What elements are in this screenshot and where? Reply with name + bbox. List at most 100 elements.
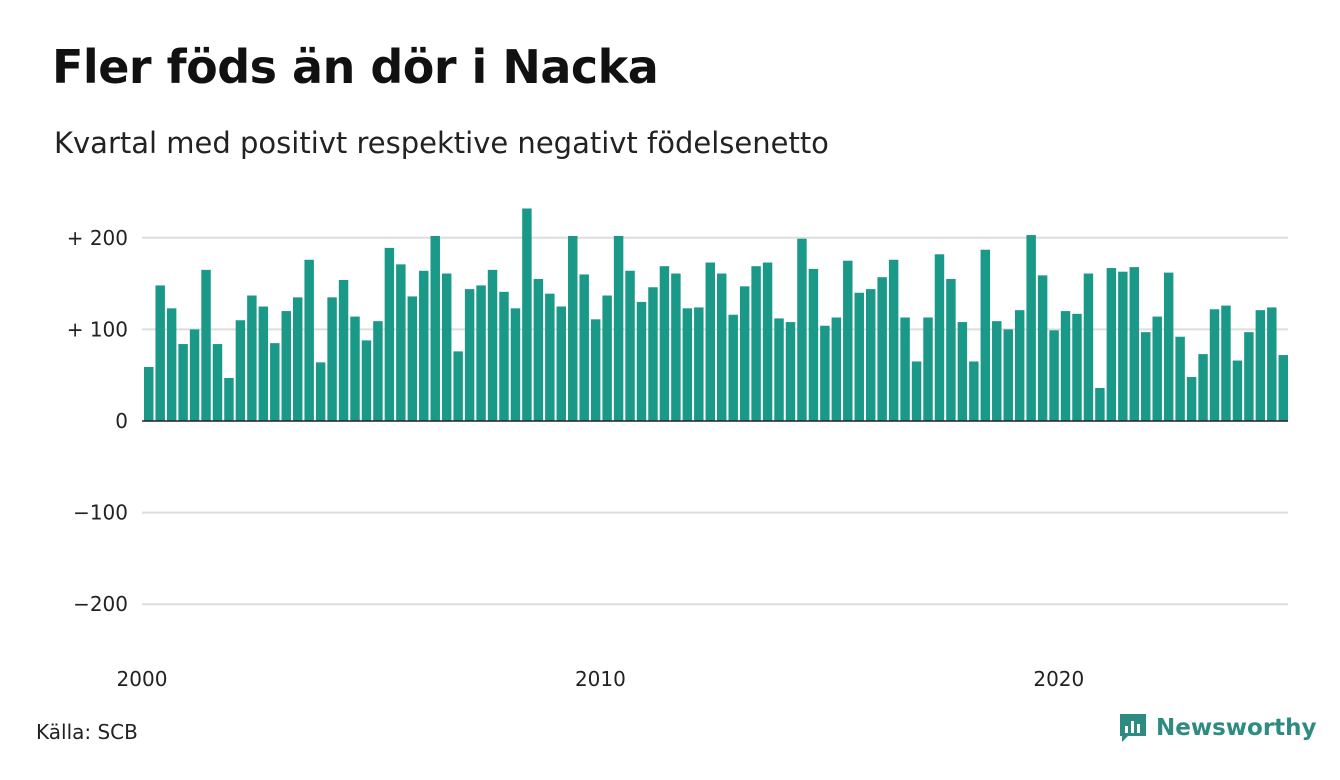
bar — [613, 235, 624, 421]
bar — [1060, 311, 1071, 421]
bar — [373, 321, 383, 421]
bar — [235, 320, 246, 421]
bar — [774, 318, 784, 421]
bar — [430, 235, 440, 421]
bar — [499, 291, 509, 421]
bar — [911, 361, 922, 421]
bar — [888, 259, 899, 421]
bar — [717, 273, 727, 421]
bar — [487, 269, 498, 421]
bar — [396, 264, 406, 421]
bar — [441, 273, 452, 421]
bar — [178, 344, 188, 421]
bar — [762, 262, 773, 421]
bar — [728, 314, 738, 421]
bar — [1209, 309, 1220, 421]
grid-lines — [142, 236, 1288, 606]
x-tick-label: 2020 — [1033, 667, 1084, 691]
y-tick-label: + 200 — [67, 226, 128, 250]
bar — [545, 293, 555, 421]
bar — [854, 292, 864, 421]
bar — [1163, 272, 1174, 421]
bar — [568, 235, 578, 421]
bar — [1026, 235, 1036, 421]
newsworthy-logo: Newsworthy — [1118, 712, 1317, 744]
newsworthy-chart-icon — [1120, 714, 1146, 742]
chart-subtitle: Kvartal med positivt respektive negativt… — [54, 126, 829, 160]
bar — [648, 287, 658, 421]
y-tick-label: −200 — [73, 592, 128, 616]
bar — [1014, 310, 1025, 421]
bar — [212, 344, 223, 421]
x-tick-label: 2010 — [575, 667, 626, 691]
bar — [1175, 336, 1185, 421]
bar — [1221, 305, 1231, 421]
bar — [682, 308, 693, 421]
bar — [785, 322, 796, 421]
bar — [1129, 267, 1140, 421]
bar — [694, 307, 704, 421]
bar — [327, 297, 337, 421]
bars — [144, 208, 1288, 421]
bar — [969, 361, 979, 421]
bar — [201, 269, 211, 421]
bar — [453, 351, 463, 421]
bar — [189, 329, 200, 421]
x-tick-label: 2000 — [117, 667, 168, 691]
bar — [1141, 332, 1151, 421]
bar — [510, 308, 521, 421]
y-tick-label: + 100 — [67, 317, 128, 341]
bar — [831, 317, 842, 421]
bar — [659, 266, 670, 421]
bar — [934, 254, 945, 421]
bar — [1106, 268, 1117, 421]
bar — [1244, 332, 1254, 421]
y-tick-label: −100 — [73, 501, 128, 525]
bar — [900, 317, 910, 421]
bar — [1072, 313, 1082, 421]
bar — [522, 208, 532, 421]
bar — [556, 306, 567, 421]
bar — [1232, 360, 1243, 421]
bar — [1152, 316, 1162, 421]
bar — [407, 296, 418, 421]
bar — [865, 289, 876, 421]
bar — [877, 277, 887, 421]
bar — [992, 321, 1002, 421]
bar — [361, 340, 372, 421]
bar — [1049, 330, 1059, 421]
bar — [247, 295, 257, 421]
bar — [705, 262, 715, 421]
bar — [304, 259, 314, 421]
bar — [350, 316, 360, 421]
bar — [155, 285, 165, 421]
bar — [1198, 354, 1208, 421]
bar — [602, 295, 612, 421]
bar — [1278, 355, 1288, 421]
bar — [476, 285, 486, 421]
bar — [1267, 307, 1277, 421]
bar — [281, 311, 291, 421]
bar — [1255, 310, 1266, 421]
y-tick-label: 0 — [115, 409, 128, 433]
bar — [292, 297, 303, 421]
bar — [1095, 388, 1105, 421]
bar — [258, 306, 269, 421]
bar — [315, 362, 326, 421]
axes: + 200 + 100 0 −100 −200 2000 2010 2020 — [67, 226, 1288, 691]
bar — [384, 247, 395, 421]
bar — [957, 322, 968, 421]
bar — [144, 366, 154, 421]
bar — [1186, 377, 1197, 421]
bar — [1083, 273, 1094, 421]
bar — [533, 279, 544, 421]
bar — [338, 279, 349, 421]
bar — [636, 301, 647, 421]
bar-chart: + 200 + 100 0 −100 −200 2000 2010 2020 — [67, 208, 1288, 691]
bar — [946, 279, 956, 421]
bar — [820, 325, 830, 421]
bar — [579, 274, 589, 421]
bar — [1118, 271, 1128, 421]
bar — [751, 266, 761, 421]
bar — [1037, 275, 1048, 421]
